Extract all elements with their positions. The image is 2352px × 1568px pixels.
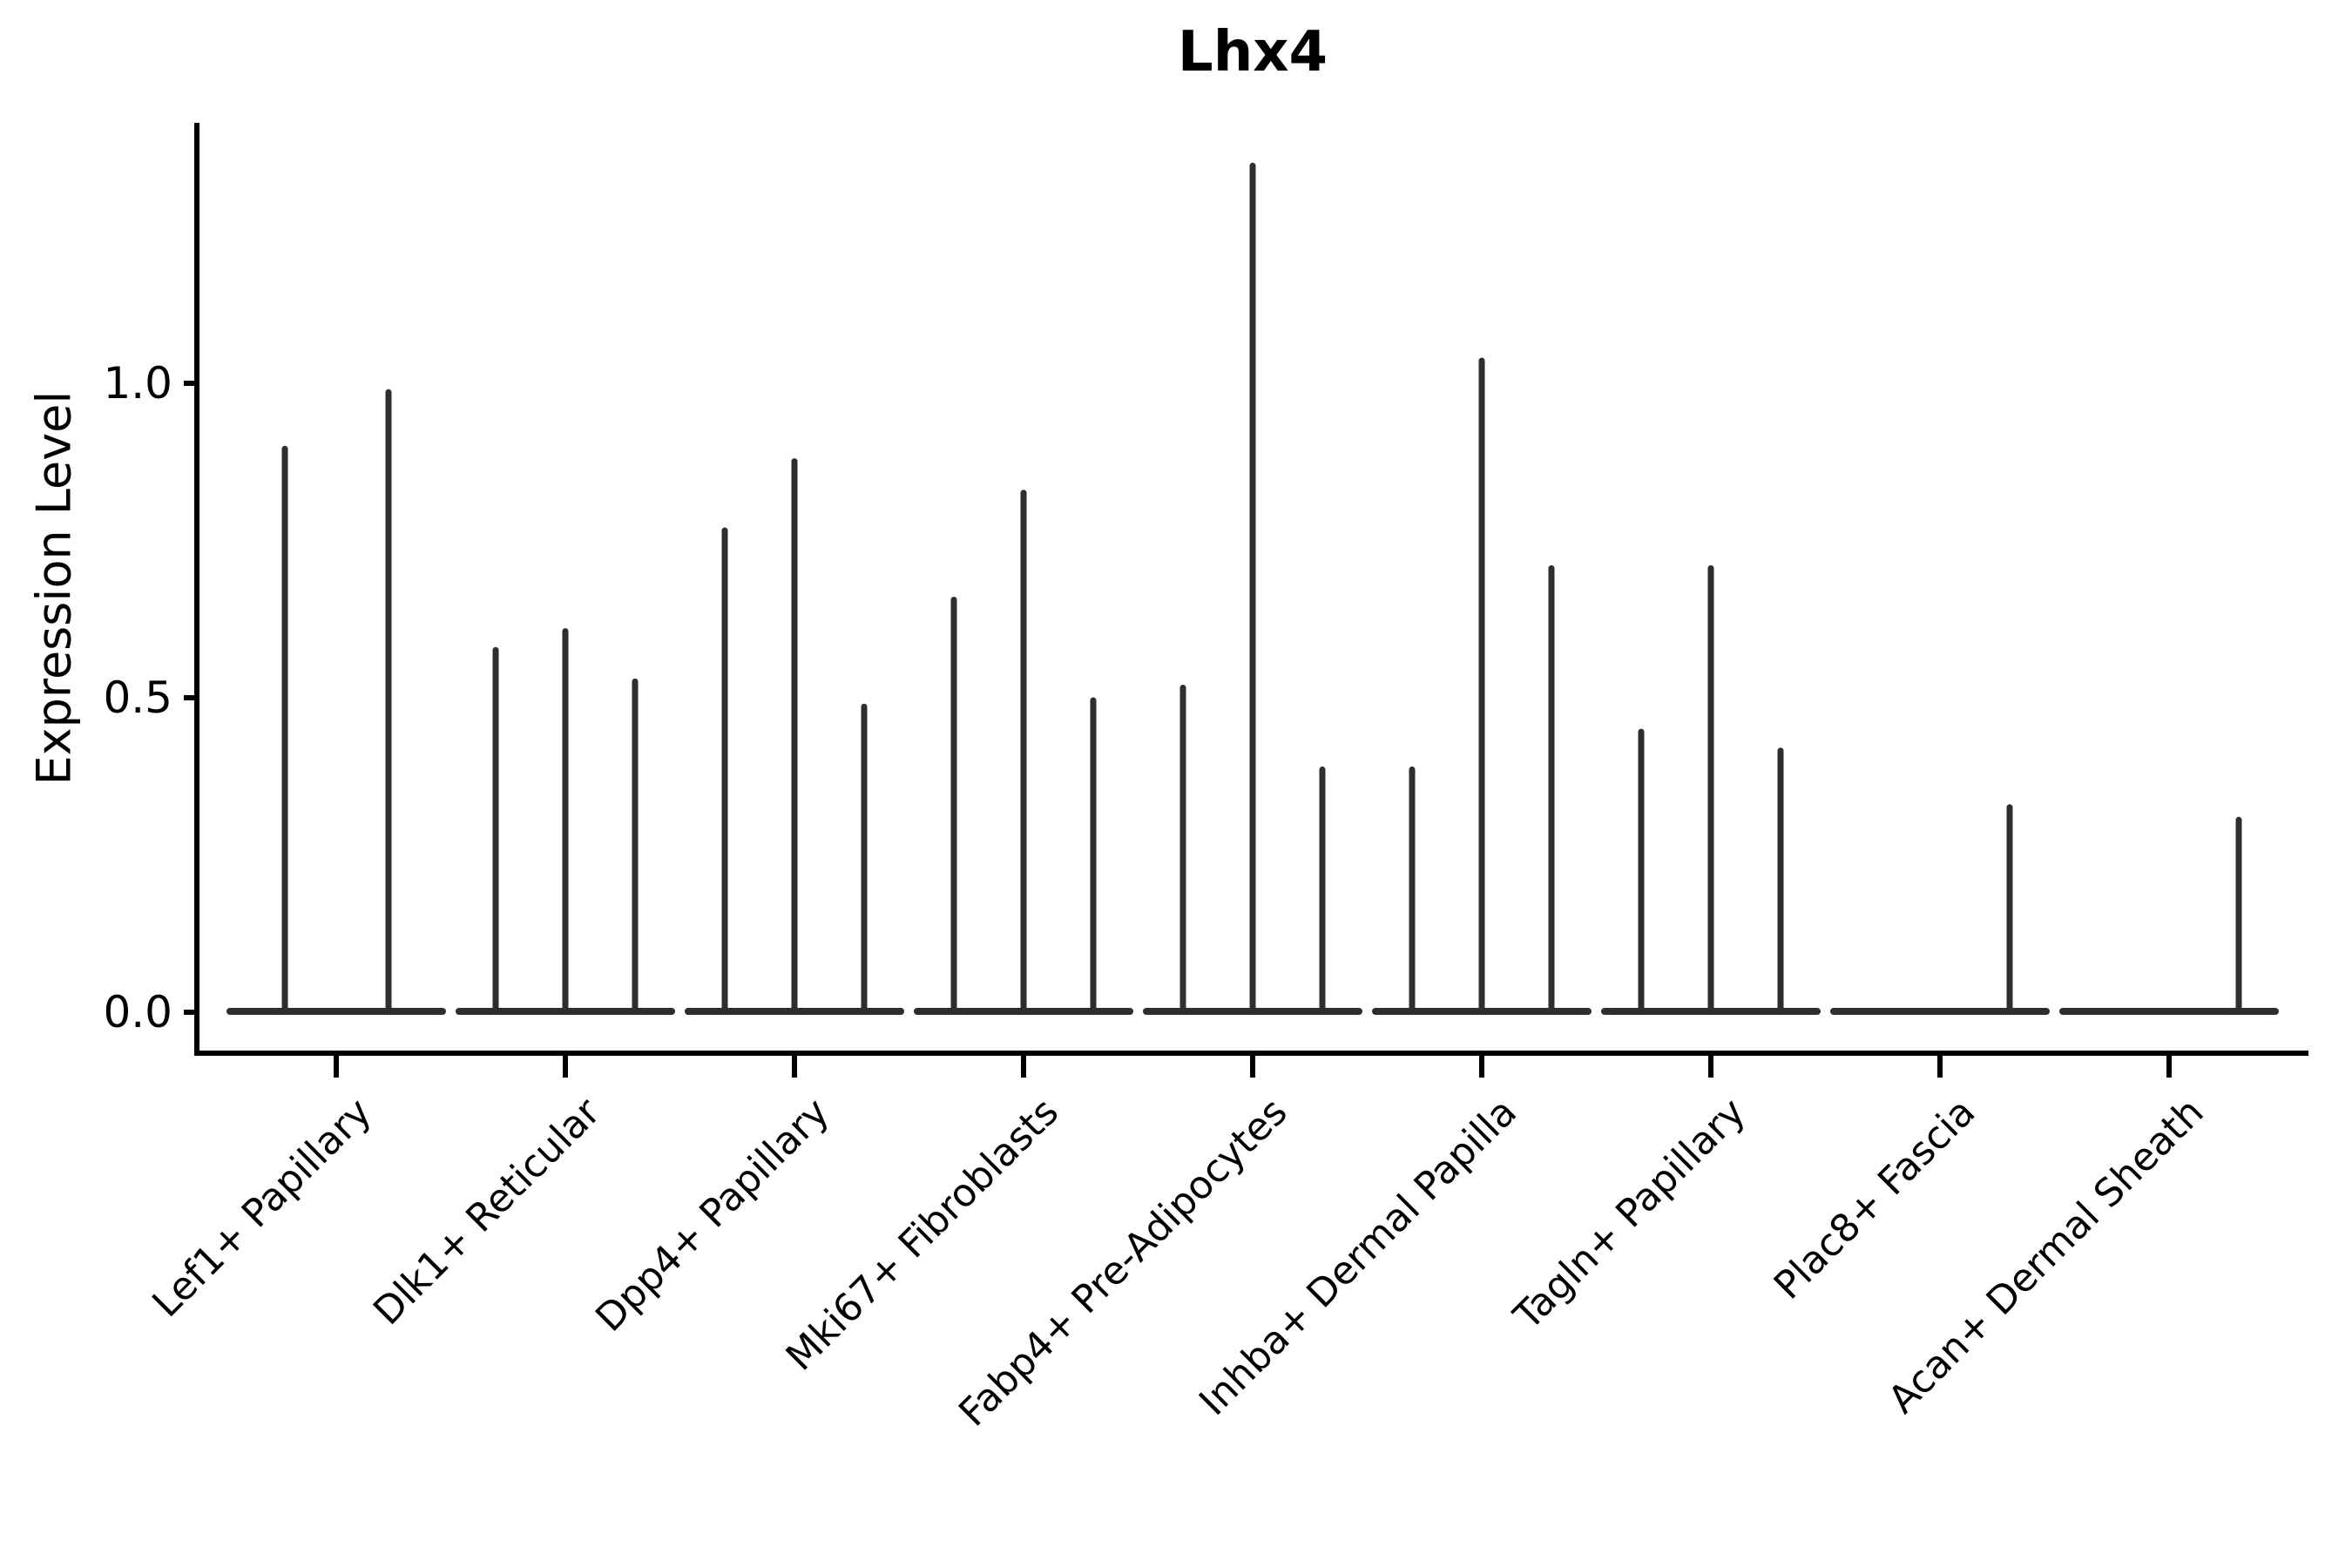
y-tick-label: 1.0 [103, 358, 172, 409]
chart-title: Lhx4 [1177, 20, 1328, 84]
y-tick-label: 0.0 [103, 987, 172, 1037]
y-tick-label: 0.5 [103, 672, 172, 723]
y-axis-label: Expression Level [26, 390, 82, 786]
